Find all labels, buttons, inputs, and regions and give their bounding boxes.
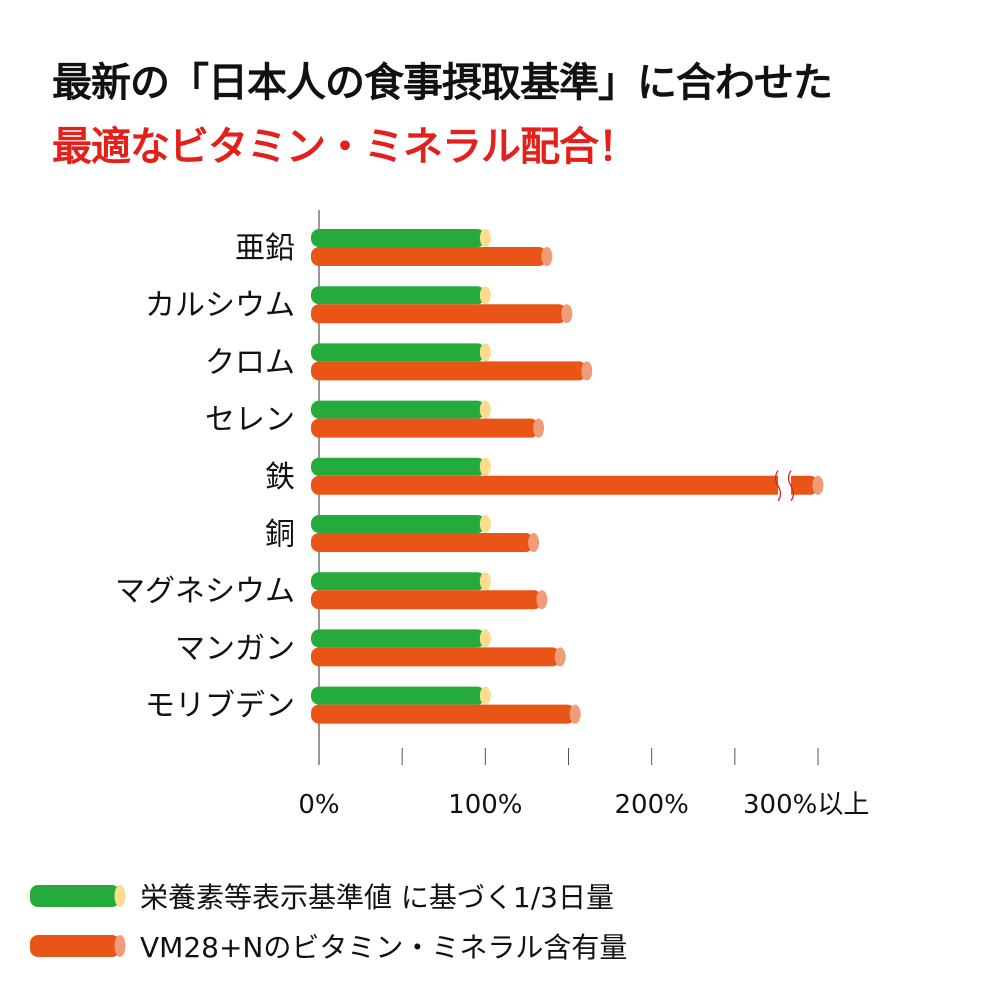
axis-break-mark bbox=[787, 470, 795, 502]
bar-standard-cap bbox=[479, 286, 491, 305]
category-label: 銅 bbox=[265, 517, 295, 552]
bar-standard-body bbox=[311, 629, 486, 648]
axis-break-mark bbox=[774, 470, 782, 502]
category-label: クロム bbox=[205, 345, 295, 380]
legend-label: VM28+Nのビタミン・ミネラル含有量 bbox=[140, 931, 627, 964]
bar-vm28-body bbox=[311, 647, 561, 667]
bar-vm28-cap bbox=[581, 361, 593, 381]
bar-vm28-body bbox=[311, 361, 587, 381]
bar-standard-body bbox=[311, 343, 486, 362]
legend-swatch bbox=[30, 935, 126, 957]
bar-vm28 bbox=[311, 361, 593, 381]
legend-label: 栄養素等表示基準値 に基づく1/3日量 bbox=[140, 881, 614, 914]
bar-vm28-body bbox=[311, 590, 542, 610]
bar-vm28 bbox=[311, 590, 548, 610]
bar-vm28-body bbox=[311, 418, 539, 438]
legend-swatch-body bbox=[30, 935, 120, 957]
bar-standard-cap bbox=[479, 400, 491, 419]
bar-standard-body bbox=[311, 686, 486, 705]
bar-vm28-cap bbox=[536, 590, 548, 610]
bar-standard-body bbox=[311, 229, 486, 247]
bar-vm28-body bbox=[311, 533, 534, 552]
bar-standard-cap bbox=[479, 515, 491, 533]
bar-vm28 bbox=[311, 533, 540, 552]
bar-vm28-body bbox=[311, 475, 818, 495]
bar-standard bbox=[311, 629, 491, 648]
bar-standard-body bbox=[311, 400, 486, 419]
bar-standard-cap bbox=[479, 629, 491, 648]
bar-standard-cap bbox=[479, 572, 491, 591]
x-tick-label: 300%以上 bbox=[743, 790, 869, 820]
bar-vm28 bbox=[311, 704, 581, 724]
category-label: カルシウム bbox=[145, 288, 295, 323]
bar-vm28-body bbox=[311, 304, 567, 324]
legend-swatch-body bbox=[30, 885, 120, 907]
category-label: モリブデン bbox=[145, 689, 295, 724]
bar-standard-body bbox=[311, 457, 486, 476]
category-label: セレン bbox=[205, 403, 295, 438]
bar-vm28 bbox=[311, 247, 553, 266]
title-line-1: 最新の「日本人の食事摂取基準」に合わせた bbox=[52, 60, 833, 106]
bar-standard-body bbox=[311, 572, 486, 591]
bar-vm28 bbox=[311, 418, 545, 438]
bar-standard bbox=[311, 286, 491, 305]
bar-vm28-cap bbox=[812, 475, 824, 495]
bar-vm28-body bbox=[311, 247, 547, 266]
title-line-2: 最適なビタミン・ミネラル配合！ bbox=[52, 124, 638, 170]
legend-swatch-cap bbox=[114, 885, 126, 907]
bar-standard bbox=[311, 457, 491, 476]
category-label: マンガン bbox=[175, 631, 295, 666]
bar-standard-body bbox=[311, 515, 486, 533]
bar-vm28-cap bbox=[554, 647, 566, 667]
bar-standard bbox=[311, 343, 491, 362]
bar-standard bbox=[311, 572, 491, 591]
axis-break-gap bbox=[778, 470, 791, 501]
bar-standard-body bbox=[311, 286, 486, 305]
category-label: 亜鉛 bbox=[235, 231, 295, 266]
x-tick-label: 200% bbox=[614, 790, 688, 820]
legend-swatch bbox=[30, 885, 126, 907]
bar-vm28-cap bbox=[561, 304, 573, 324]
x-tick-label: 100% bbox=[448, 790, 522, 820]
bar-standard bbox=[311, 229, 491, 247]
bar-standard-cap bbox=[479, 686, 491, 705]
bar-standard-cap bbox=[479, 343, 491, 362]
bar-standard-cap bbox=[479, 229, 491, 247]
bar-vm28-cap bbox=[541, 247, 553, 266]
bar-vm28-cap bbox=[528, 533, 540, 552]
bar-standard bbox=[311, 400, 491, 419]
bar-vm28 bbox=[311, 304, 573, 324]
legend-swatch-cap bbox=[114, 935, 126, 957]
category-label: マグネシウム bbox=[115, 574, 295, 609]
bar-standard bbox=[311, 686, 491, 705]
bar-vm28 bbox=[311, 475, 824, 495]
bar-vm28 bbox=[311, 647, 566, 667]
category-label: 鉄 bbox=[265, 460, 295, 495]
bar-vm28-cap bbox=[533, 418, 545, 438]
bar-vm28-body bbox=[311, 704, 576, 724]
bar-standard bbox=[311, 515, 491, 533]
bar-standard-cap bbox=[479, 457, 491, 476]
bar-vm28-cap bbox=[569, 704, 581, 724]
x-tick-label: 0% bbox=[298, 790, 339, 820]
